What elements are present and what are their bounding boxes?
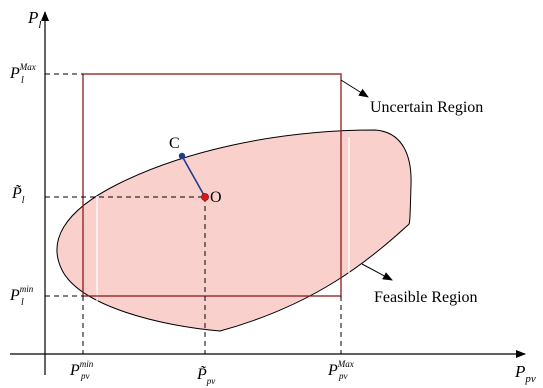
point-o — [201, 193, 209, 201]
point-o-label: O — [210, 189, 222, 206]
y-tick-max: PMax l — [9, 62, 36, 86]
segment-c-o — [181, 155, 206, 198]
y-axis-label: Pl — [27, 8, 41, 31]
y-tick-nominal: P̃l — [11, 184, 25, 206]
uncertain-region — [82, 73, 342, 297]
uncertain-callout-arrow — [340, 79, 369, 98]
guide-lines — [45, 73, 342, 354]
feasible-region — [56, 129, 412, 332]
feasible-callout-arrow — [361, 263, 393, 281]
y-tick-min: Pmin l — [9, 284, 34, 308]
x-tick-nominal: P̃pv — [196, 365, 215, 386]
point-c — [178, 152, 186, 160]
x-tick-max: PMax pv — [327, 359, 354, 381]
uncertain-region-label: Uncertain Region — [370, 99, 483, 116]
x-axis-label: Ppv — [514, 362, 536, 385]
x-tick-min: Pmin pv — [69, 359, 94, 381]
feasible-region-label: Feasible Region — [374, 289, 478, 306]
point-c-label: C — [169, 135, 180, 152]
